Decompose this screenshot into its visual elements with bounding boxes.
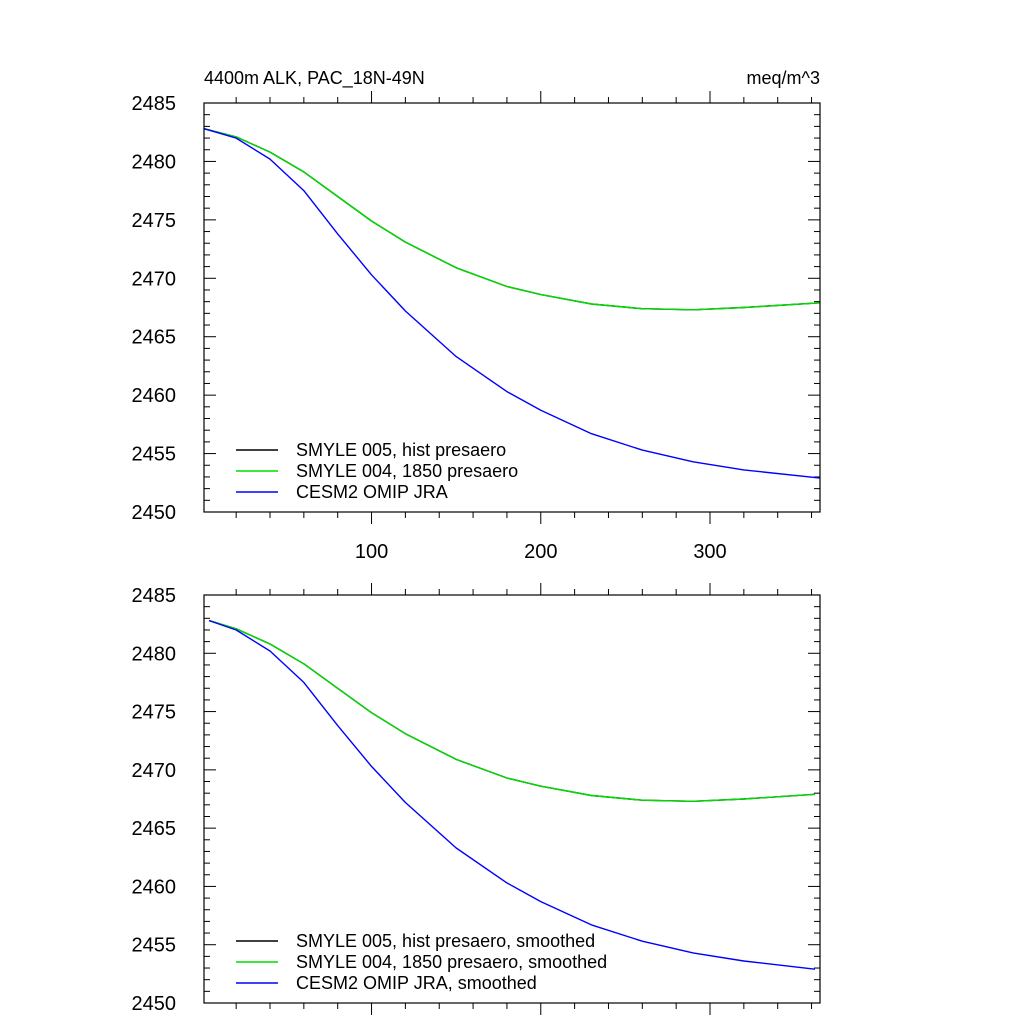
y-tick-label: 2475 [132,210,177,232]
y-tick-label: 2460 [132,385,177,407]
series-line-2 [208,619,815,970]
bottom-panel: 2450 2455 2460 2465 2470 2475 2480 2485 SMYLE 00… [132,583,821,1015]
chart-units-label: meq/m^3 [747,68,820,88]
plot-frame [203,594,821,1004]
x-tick-label: 100 [355,541,388,563]
y-tick-label: 2485 [132,93,177,115]
legend-label: CESM2 OMIP JRA [296,482,448,502]
series-line-1 [203,128,821,311]
legend-label: SMYLE 005, hist presaero [296,440,506,460]
y-tick-label: 2470 [132,268,177,290]
y-tick-label: 2480 [132,151,177,173]
y-tick-label: 2475 [132,702,177,724]
y-tick-label: 2465 [132,818,177,840]
y-tick-label: 2455 [132,444,177,466]
plot-frame [203,102,821,513]
legend-label: CESM2 OMIP JRA, smoothed [296,973,537,993]
legend-label: SMYLE 004, 1850 presaero, smoothed [296,952,607,972]
y-tick-label: 2470 [132,760,177,782]
y-tick-label: 2455 [132,935,177,957]
x-tick-label: 200 [524,541,557,563]
legend-label: SMYLE 005, hist presaero, smoothed [296,931,595,951]
series-line-0 [203,128,821,311]
top-panel: 4400m ALK, PAC_18N-49N meq/m^3 2450 2455 246… [132,68,821,563]
series-line-1 [208,619,815,802]
y-tick-label: 2450 [132,502,177,524]
chart-title: 4400m ALK, PAC_18N-49N [204,68,425,89]
y-tick-label: 2480 [132,643,177,665]
x-tick-label: 300 [693,541,726,563]
y-tick-label: 2460 [132,876,177,898]
y-tick-label: 2465 [132,327,177,349]
y-tick-label: 2485 [132,585,177,607]
series-line-2 [203,128,821,479]
series-line-0 [208,619,815,802]
y-tick-label: 2450 [132,993,177,1015]
legend-label: SMYLE 004, 1850 presaero [296,461,518,481]
